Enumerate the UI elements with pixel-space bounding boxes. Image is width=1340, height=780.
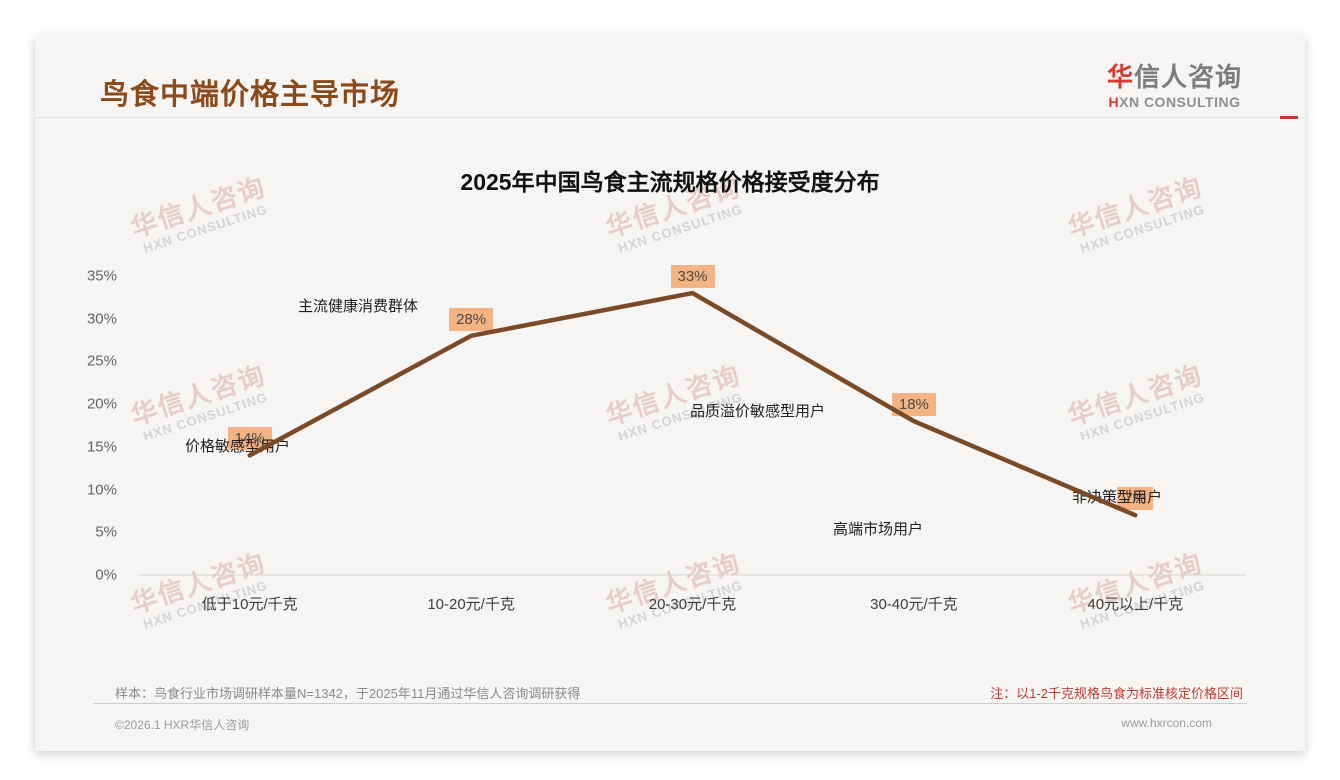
header-divider-red-accent [1280,116,1298,119]
website-url: www.hxrcon.com [1121,716,1212,730]
notes-divider [93,703,1247,704]
plot-svg [139,290,1246,576]
data-point-value-label: 33% [670,265,715,289]
brand-logo-english: HXN CONSULTING [1107,94,1242,110]
page-title: 鸟食中端价格主导市场 [100,79,401,111]
slide-card: 华信人咨询 HXN CONSULTING 华信人咨询 HXN CONSULTING 华信… [35,35,1305,751]
price-basis-note: 注：以1-2千克规格鸟食为标准核定价格区间 [990,686,1243,701]
data-point-value-label: 28% [449,307,494,331]
segment-annotation: 价格敏感型用户 [185,438,291,455]
data-point-value-label: 18% [891,393,936,417]
y-axis-tick-label: 25% [86,352,117,370]
y-axis-tick-label: 30% [86,310,117,328]
y-axis-tick-label: 35% [86,267,117,285]
y-axis-tick-label: 0% [95,566,117,584]
sample-note: 样本：鸟食行业市场调研样本量N=1342，于2025年11月通过华信人咨询调研获… [115,686,581,701]
x-axis-label: 20-30元/千克 [648,596,737,613]
brand-logo-cn-accent: 华 [1106,62,1134,92]
segment-annotation: 品质溢价敏感型用户 [690,403,826,420]
y-axis-tick-label: 20% [86,395,117,413]
brand-logo: 华信人咨询 HXN CONSULTING [1107,57,1242,110]
x-axis-label: 40元以上/千克 [1087,596,1184,613]
x-axis-label: 30-40元/千克 [870,596,958,613]
y-axis-tick-label: 10% [86,481,117,499]
x-axis-label: 低于10元/千克 [201,596,298,613]
brand-logo-cn-text: 信人咨询 [1133,62,1242,92]
header-divider [35,116,1305,119]
brand-logo-en-text: XN CONSULTING [1119,94,1241,110]
x-axis-label: 10-20元/千克 [427,596,515,613]
brand-logo-chinese: 华信人咨询 [1107,57,1242,94]
line-chart: 35% 30% 25% 20% 15% 10% 5% 0% 低于10元/千克 10-20元/千克 2… [35,35,1305,751]
segment-annotation: 非决策型用户 [1072,489,1163,506]
segment-annotation: 高端市场用户 [833,521,924,538]
segment-annotation: 主流健康消费群体 [298,298,419,315]
y-axis-tick-label: 15% [86,438,117,456]
copyright-text: ©2026.1 HXR华信人咨询 [115,718,250,732]
brand-logo-en-accent: H [1108,94,1120,110]
chart-title: 2025年中国鸟食主流规格价格接受度分布 [460,169,880,195]
y-axis-tick-label: 5% [95,523,117,541]
